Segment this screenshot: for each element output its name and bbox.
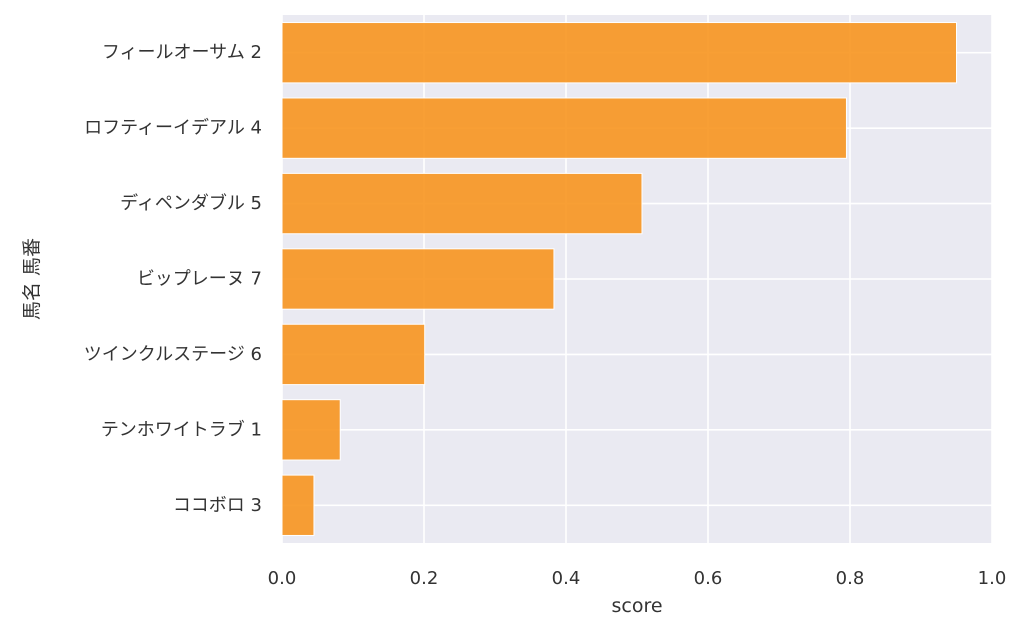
x-tick-label: 0.4	[552, 568, 581, 589]
x-tick-label: 1.0	[978, 568, 1007, 589]
y-tick-label: フィールオーサム 2	[102, 42, 262, 63]
y-tick-label: ビップレーヌ 7	[137, 269, 262, 290]
bars	[281, 22, 957, 536]
bar	[281, 22, 957, 84]
y-tick-label: テンホワイトラブ 1	[101, 418, 262, 440]
bar	[281, 248, 555, 310]
x-tick-label: 0.8	[836, 568, 865, 589]
bar	[281, 399, 341, 461]
bar	[281, 323, 426, 386]
bar	[281, 474, 315, 536]
y-tick-label: ツインクルステージ 6	[84, 344, 262, 365]
x-tick-label: 0.6	[694, 568, 723, 589]
x-axis-label: score	[611, 595, 662, 617]
y-tick-label: ココボロ 3	[173, 495, 262, 516]
y-tick-labels: フィールオーサム 2 ロフティーイデアル 4 ディペンダブル 5 ビップレーヌ 7 ツイ…	[84, 42, 262, 516]
bar	[281, 97, 847, 159]
x-tick-label: 0.2	[410, 568, 439, 589]
x-tick-label: 0.0	[268, 568, 297, 589]
y-tick-label: ディペンダブル 5	[120, 192, 262, 214]
y-axis-label: 馬名 馬番	[21, 238, 43, 320]
y-tick-label: ロフティーイデアル 4	[84, 118, 262, 139]
x-tick-labels: 0.0 0.2 0.4 0.6 0.8 1.0	[268, 568, 1007, 589]
bar	[281, 172, 643, 235]
